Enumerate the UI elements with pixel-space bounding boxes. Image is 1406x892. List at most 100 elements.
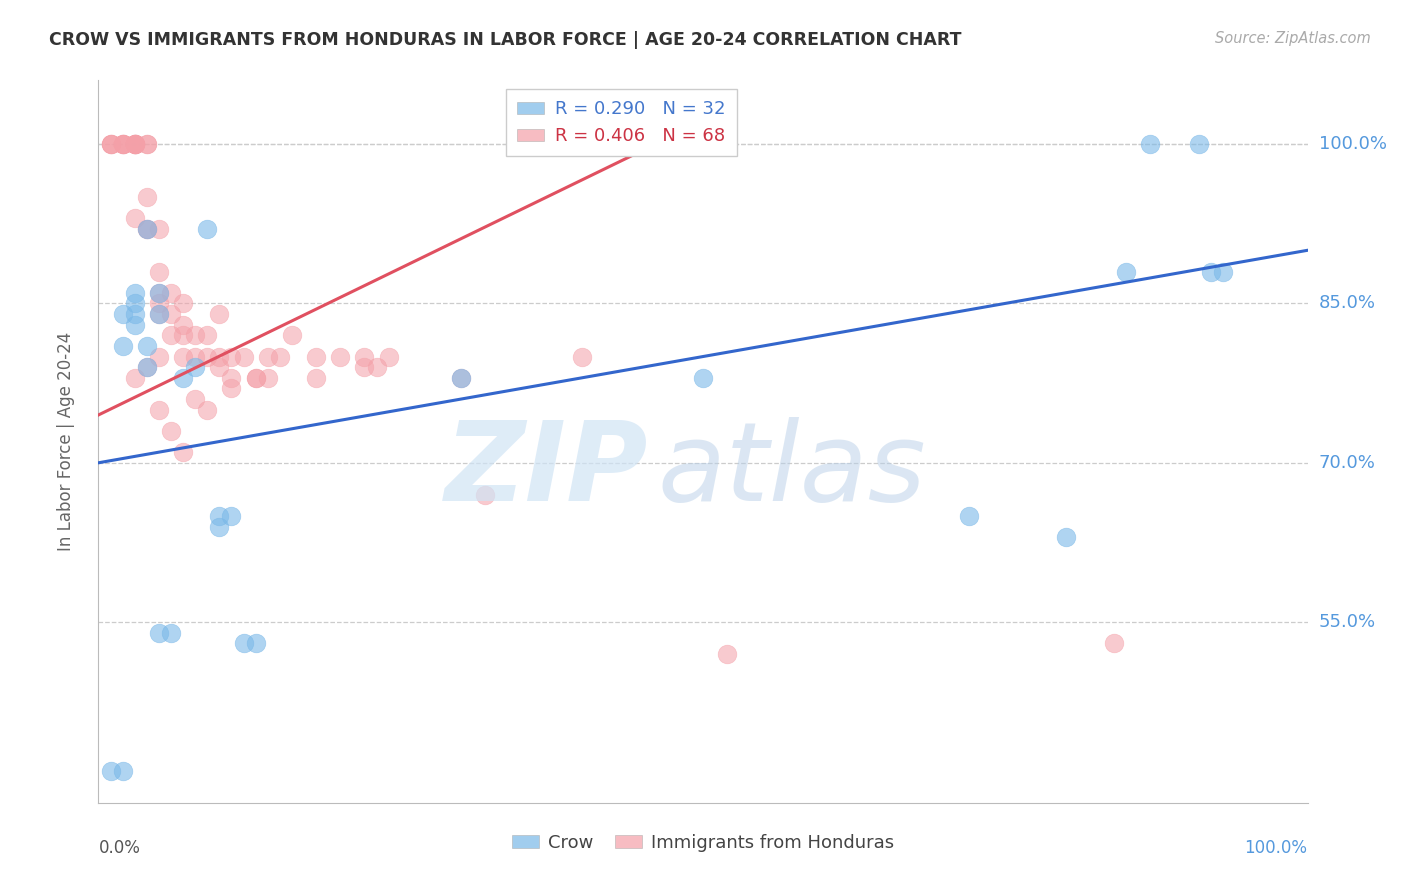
Point (148, 296, 170, 310)
Point (135, 222, 157, 236)
Point (172, 445, 194, 459)
Point (124, 296, 146, 310)
Point (1054, 530, 1077, 544)
Text: CROW VS IMMIGRANTS FROM HONDURAS IN LABOR FORCE | AGE 20-24 CORRELATION CHART: CROW VS IMMIGRANTS FROM HONDURAS IN LABO… (49, 31, 962, 49)
Point (124, 318, 146, 332)
Point (124, 307, 146, 321)
Point (111, 136, 134, 151)
Point (148, 350, 170, 364)
Point (148, 402, 170, 417)
Point (172, 371, 194, 385)
Point (232, 350, 254, 364)
Point (221, 371, 243, 385)
Point (221, 350, 243, 364)
Point (450, 371, 472, 385)
Point (1188, 136, 1211, 151)
Point (353, 360, 375, 375)
Point (221, 381, 243, 395)
Point (353, 350, 375, 364)
Point (100, 136, 122, 151)
Point (716, 647, 738, 661)
Point (135, 360, 157, 375)
Point (160, 328, 183, 343)
Point (160, 625, 183, 640)
Text: 100.0%: 100.0% (1244, 838, 1308, 857)
Point (195, 402, 218, 417)
Point (135, 222, 157, 236)
Point (124, 136, 146, 151)
Point (184, 350, 207, 364)
Point (124, 136, 146, 151)
Point (100, 136, 122, 151)
Text: 55.0%: 55.0% (1319, 613, 1376, 632)
Point (450, 371, 472, 385)
Point (124, 285, 146, 300)
Point (135, 339, 157, 353)
Text: 85.0%: 85.0% (1319, 294, 1375, 312)
Point (195, 350, 218, 364)
Point (100, 764, 122, 778)
Y-axis label: In Labor Force | Age 20-24: In Labor Force | Age 20-24 (56, 332, 75, 551)
Point (135, 136, 157, 151)
Point (208, 307, 231, 321)
Point (172, 328, 194, 343)
Point (148, 625, 170, 640)
Legend: Crow, Immigrants from Honduras: Crow, Immigrants from Honduras (505, 826, 901, 859)
Point (957, 508, 980, 523)
Point (692, 371, 714, 385)
Point (148, 307, 170, 321)
Point (208, 519, 231, 533)
Point (245, 371, 267, 385)
Point (474, 488, 496, 502)
Point (111, 764, 134, 778)
Point (160, 285, 183, 300)
Point (135, 190, 157, 204)
Point (245, 636, 267, 650)
Point (111, 136, 134, 151)
Point (111, 136, 134, 151)
Text: Source: ZipAtlas.com: Source: ZipAtlas.com (1215, 31, 1371, 46)
Point (172, 296, 194, 310)
Point (111, 307, 134, 321)
Point (1102, 636, 1125, 650)
Point (124, 211, 146, 226)
Point (305, 371, 328, 385)
Point (1199, 264, 1222, 278)
Text: 100.0%: 100.0% (1319, 135, 1386, 153)
Text: 0.0%: 0.0% (98, 838, 141, 857)
Point (148, 285, 170, 300)
Point (124, 136, 146, 151)
Point (269, 350, 291, 364)
Point (329, 350, 352, 364)
Point (208, 508, 231, 523)
Point (184, 392, 207, 406)
Point (256, 371, 278, 385)
Point (1212, 264, 1234, 278)
Point (221, 508, 243, 523)
Point (135, 136, 157, 151)
Point (195, 222, 218, 236)
Point (172, 318, 194, 332)
Point (160, 424, 183, 438)
Point (245, 371, 267, 385)
Point (100, 136, 122, 151)
Text: ZIP: ZIP (446, 417, 648, 524)
Point (124, 136, 146, 151)
Point (135, 360, 157, 375)
Point (305, 350, 328, 364)
Text: 70.0%: 70.0% (1319, 454, 1375, 472)
Point (111, 339, 134, 353)
Point (124, 136, 146, 151)
Point (148, 285, 170, 300)
Point (377, 350, 399, 364)
Point (208, 360, 231, 375)
Point (256, 350, 278, 364)
Point (124, 371, 146, 385)
Point (172, 350, 194, 364)
Point (111, 136, 134, 151)
Point (148, 264, 170, 278)
Point (184, 360, 207, 375)
Point (148, 307, 170, 321)
Point (571, 350, 593, 364)
Point (1115, 264, 1137, 278)
